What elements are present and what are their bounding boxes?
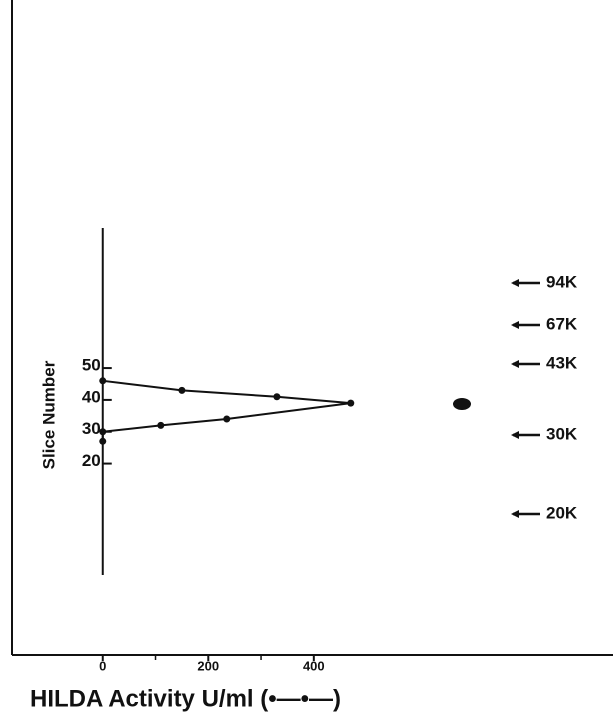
marker-label: 20K xyxy=(546,503,578,522)
marker-label: 43K xyxy=(546,353,578,372)
x-tick-label: 200 xyxy=(197,658,219,673)
data-point xyxy=(99,377,106,384)
y-tick-label: 50 xyxy=(82,356,101,375)
marker-arrowhead xyxy=(511,431,519,439)
y-tick-label: 40 xyxy=(82,387,101,406)
marker-label: 67K xyxy=(546,314,578,333)
y-tick-label: 20 xyxy=(82,451,101,470)
x-tick-label: 400 xyxy=(303,658,325,673)
marker-arrowhead xyxy=(511,321,519,329)
chart: Slice Number HILDA Activity U/ml (•—•—) … xyxy=(0,0,613,719)
marker-label: 94K xyxy=(546,272,578,291)
y-tick-label: 30 xyxy=(82,419,101,438)
data-point xyxy=(273,393,280,400)
data-point xyxy=(223,416,230,423)
data-point xyxy=(99,428,106,435)
marker-arrowhead xyxy=(511,510,519,518)
data-line xyxy=(103,381,351,441)
gel-band xyxy=(453,398,471,410)
data-point xyxy=(99,438,106,445)
marker-arrowhead xyxy=(511,360,519,368)
data-point xyxy=(157,422,164,429)
data-point xyxy=(347,400,354,407)
marker-arrowhead xyxy=(511,279,519,287)
data-point xyxy=(178,387,185,394)
x-axis-label: HILDA Activity U/ml (•—•—) xyxy=(30,685,341,712)
y-axis-label: Slice Number xyxy=(39,360,58,469)
marker-label: 30K xyxy=(546,424,578,443)
x-tick-label: 0 xyxy=(99,658,106,673)
